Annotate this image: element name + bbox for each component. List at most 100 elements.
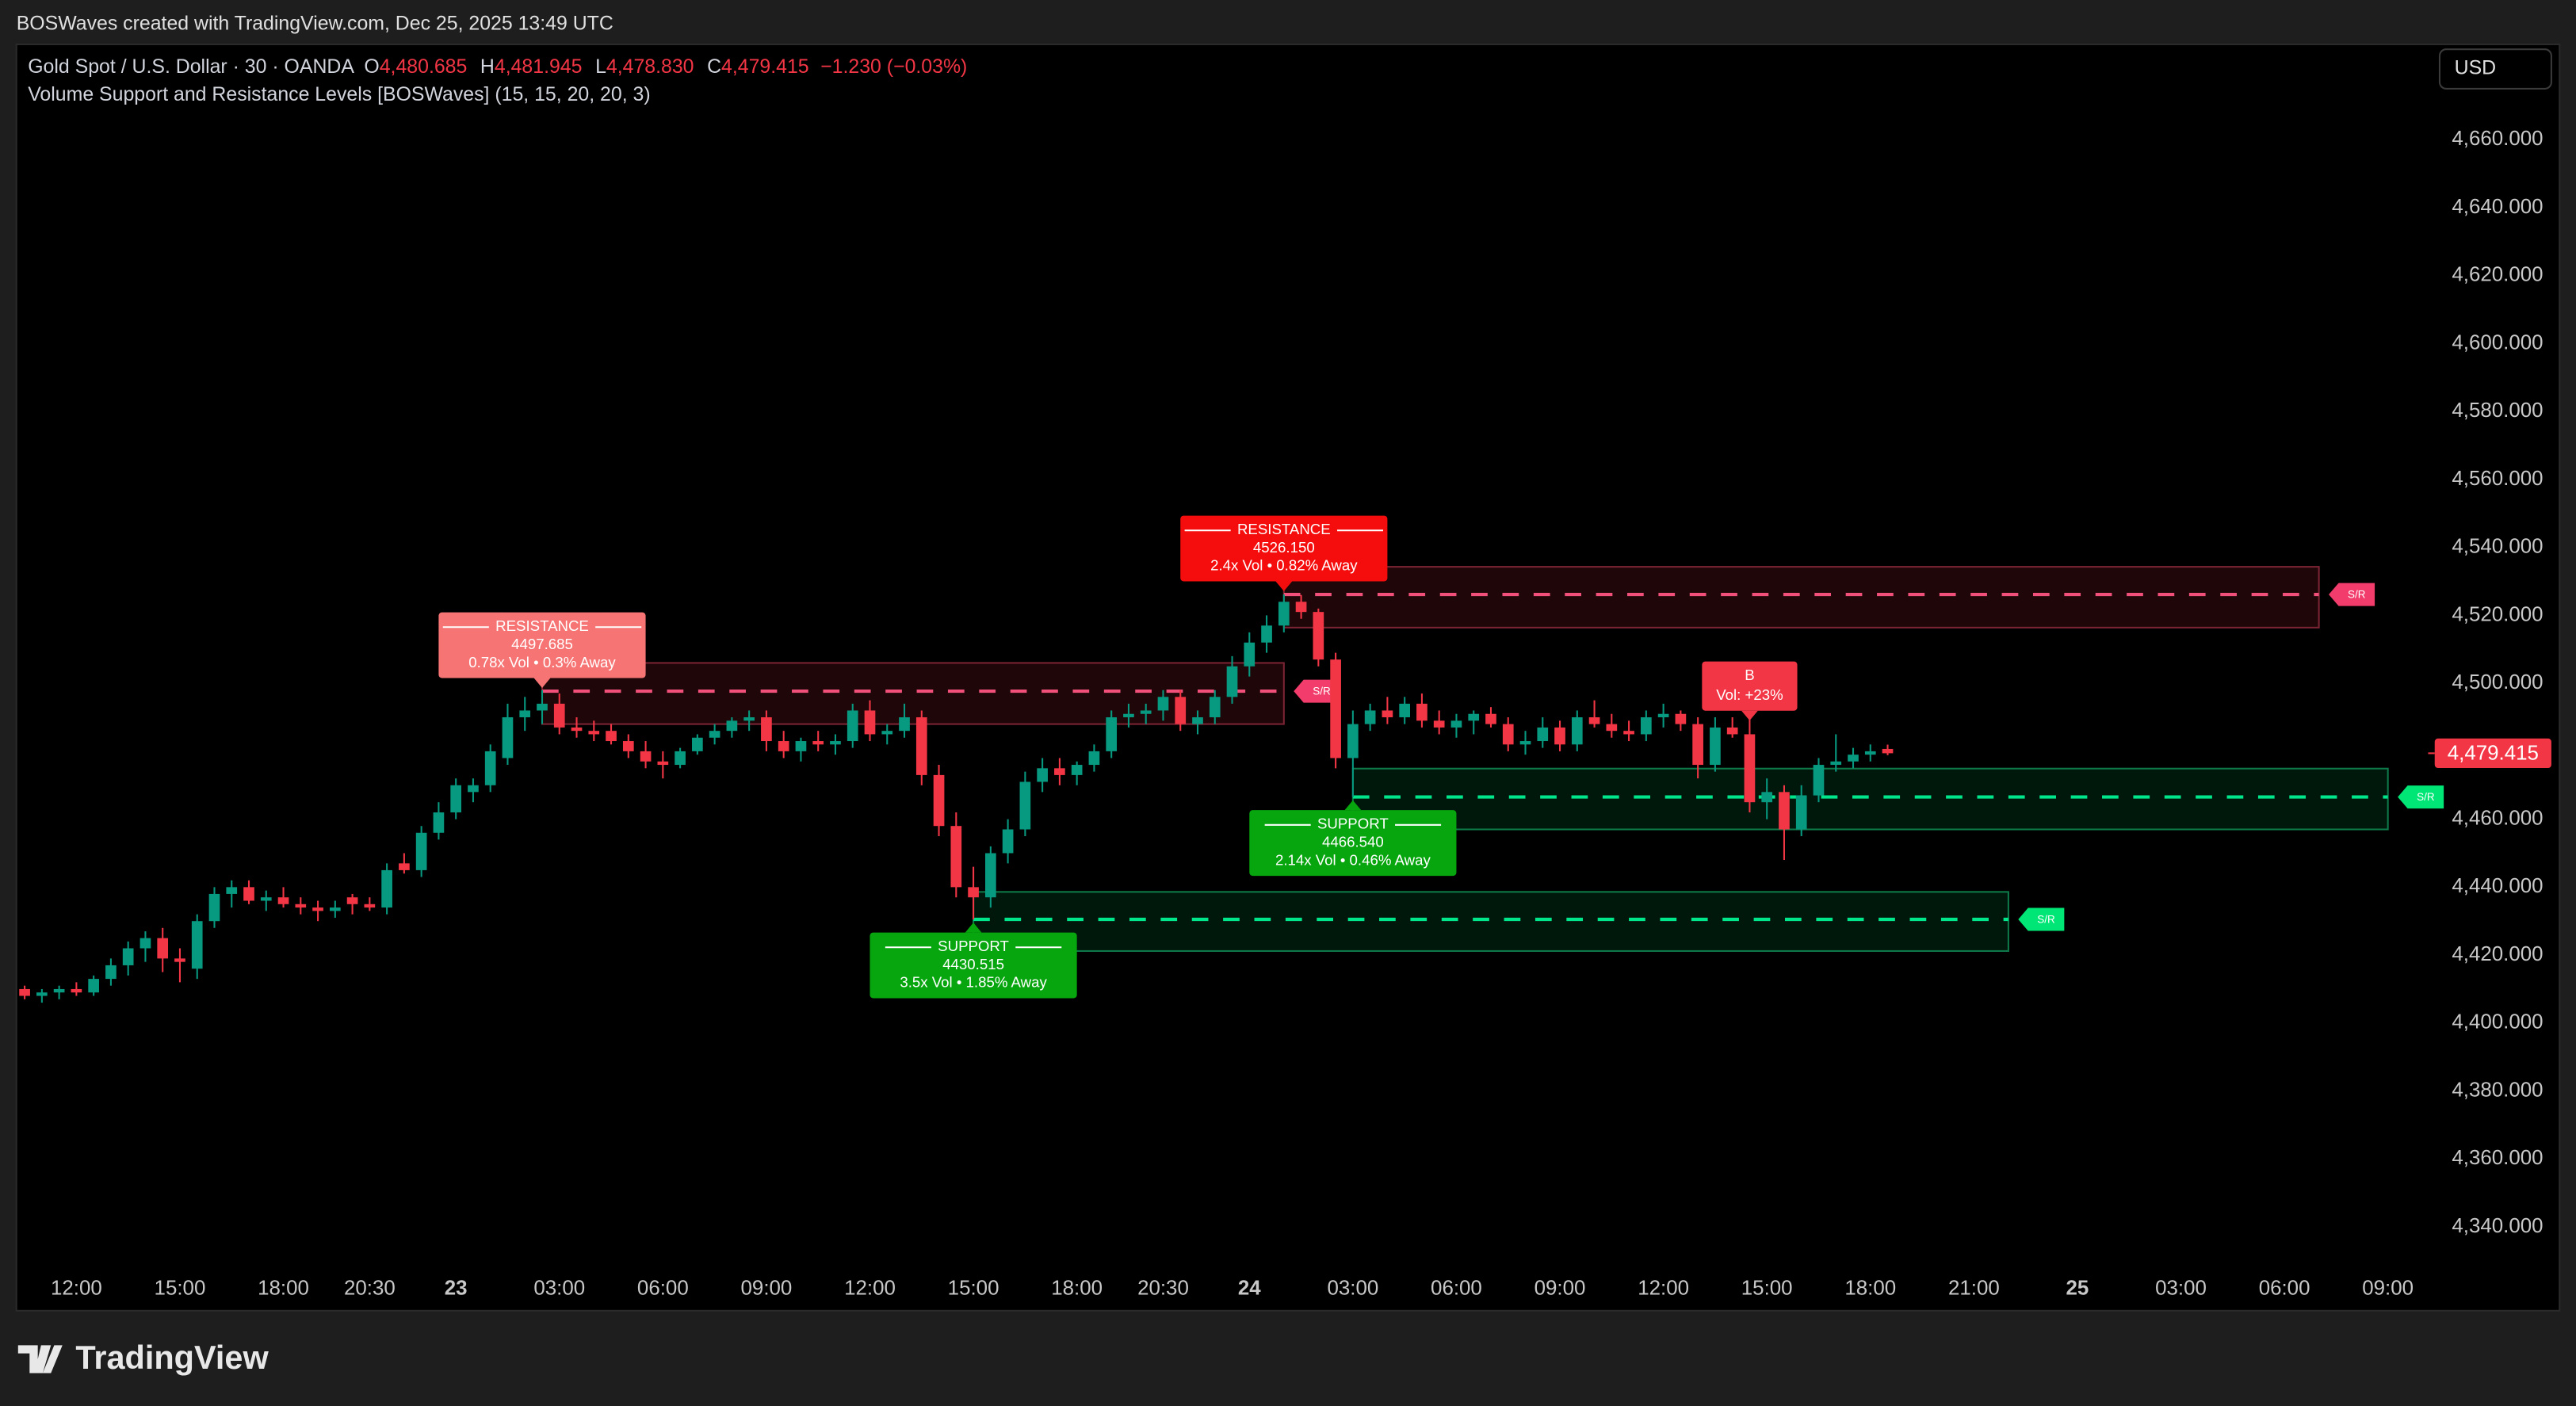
- level-tag-text: S/R: [2348, 589, 2366, 601]
- logo-icon: [17, 1345, 63, 1374]
- y-tick-label: 4,560.000: [2452, 468, 2543, 490]
- candle-body: [36, 992, 48, 996]
- level-zone: [541, 662, 1285, 725]
- level-tag-text: S/R: [1313, 686, 1331, 697]
- candle-body: [1140, 710, 1152, 714]
- candle-body: [830, 741, 841, 745]
- candle-body: [761, 717, 772, 742]
- level-detail: 2.14x Vol • 0.46% Away: [1275, 851, 1431, 868]
- logo: TradingView: [17, 1339, 269, 1376]
- candle-body: [1623, 731, 1634, 735]
- candle-body: [881, 731, 893, 735]
- y-tick-label: 4,460.000: [2452, 807, 2543, 829]
- candle-body: [1450, 720, 1462, 728]
- x-tick-label: 06:00: [2259, 1278, 2310, 1300]
- levels: S/R S/R S/R S/R: [541, 566, 2444, 952]
- candle-body: [1588, 717, 1600, 724]
- candle-body: [1433, 720, 1445, 728]
- candle-body: [105, 965, 117, 980]
- candle-body: [1830, 761, 1842, 766]
- candle-body: [1848, 755, 1859, 762]
- candle-body: [1795, 795, 1807, 830]
- candle-body: [1468, 713, 1480, 721]
- level-tag: [1294, 679, 1340, 703]
- level-zone: [1282, 566, 2320, 628]
- candle-body: [1813, 765, 1825, 796]
- y-tick-label: 4,620.000: [2452, 264, 2543, 286]
- x-tick-label: 18:00: [258, 1278, 309, 1300]
- level-price: 4526.150: [1253, 539, 1315, 556]
- candle-body: [1175, 697, 1187, 724]
- candle-body: [1864, 751, 1876, 755]
- level-label-box: [438, 612, 646, 678]
- x-tick-label: 12:00: [1638, 1278, 1689, 1300]
- level-price: 4466.540: [1322, 834, 1384, 850]
- candle-body: [191, 921, 203, 969]
- signal-detail: Vol: +23%: [1716, 686, 1783, 703]
- x-tick-label: 20:30: [344, 1278, 396, 1300]
- level-zone: [973, 891, 2009, 952]
- currency-label[interactable]: USD: [2455, 57, 2497, 79]
- candle-body: [1485, 713, 1496, 724]
- candle-body: [743, 717, 755, 721]
- level-zone: [1351, 767, 2389, 831]
- candle-body: [53, 988, 65, 993]
- x-tick-label: 15:00: [1741, 1278, 1793, 1300]
- candle-body: [933, 774, 945, 827]
- level-kind: RESISTANCE: [495, 617, 589, 634]
- candle-body: [692, 737, 703, 751]
- ohlc-key: L: [595, 55, 606, 78]
- level-kind: RESISTANCE: [1237, 521, 1331, 537]
- candle-body: [484, 751, 496, 785]
- level-label-pointer: [1275, 581, 1293, 591]
- candle-body: [174, 958, 185, 962]
- candle-body: [277, 897, 289, 904]
- candles: [19, 594, 1894, 1003]
- candle-body: [519, 710, 531, 718]
- candle-body: [1692, 724, 1703, 766]
- candle-body: [399, 863, 410, 870]
- level-tag-text: S/R: [2037, 914, 2055, 926]
- candle-body: [1157, 697, 1169, 711]
- level-detail: 3.5x Vol • 1.85% Away: [900, 974, 1047, 991]
- candle-body: [364, 904, 376, 908]
- candle-body: [140, 938, 151, 949]
- currency-button[interactable]: [2438, 48, 2552, 90]
- candle-body: [1726, 727, 1738, 735]
- candle-body: [1002, 829, 1014, 854]
- x-tick-label: 24: [1238, 1278, 1261, 1300]
- candle-body: [1416, 703, 1428, 721]
- x-tick-label: 03:00: [533, 1278, 585, 1300]
- indicator-title: Volume Support and Resistance Levels [BO…: [28, 83, 650, 105]
- candle-body: [571, 727, 583, 732]
- candle-body: [1502, 724, 1514, 745]
- x-tick-label: 09:00: [1535, 1278, 1586, 1300]
- level-kind: SUPPORT: [938, 938, 1009, 954]
- candle-body: [1761, 792, 1773, 803]
- candle-body: [1571, 717, 1583, 745]
- candle-body: [346, 897, 358, 904]
- level-tag: [2018, 907, 2065, 931]
- x-tick-label: 21:00: [1948, 1278, 2000, 1300]
- level-label-box: [1249, 810, 1457, 877]
- candle-body: [709, 731, 720, 738]
- candle-body: [295, 904, 307, 908]
- candle-body: [1519, 741, 1531, 745]
- y-tick-label: 4,440.000: [2452, 875, 2543, 897]
- candle-body: [1054, 768, 1065, 775]
- candle-body: [450, 785, 462, 813]
- x-tick-label: 15:00: [948, 1278, 999, 1300]
- candle-body: [157, 938, 169, 959]
- candle-body: [1244, 642, 1256, 667]
- candle-body: [915, 717, 927, 775]
- candle-body: [208, 893, 220, 922]
- candle-body: [329, 907, 341, 911]
- candle-body: [1537, 727, 1549, 742]
- candle-body: [312, 907, 323, 911]
- y-tick-label: 4,380.000: [2452, 1079, 2543, 1101]
- ohlc-value: 4,479.415: [721, 55, 809, 78]
- level-tag: [2398, 785, 2444, 809]
- candle-body: [381, 869, 392, 908]
